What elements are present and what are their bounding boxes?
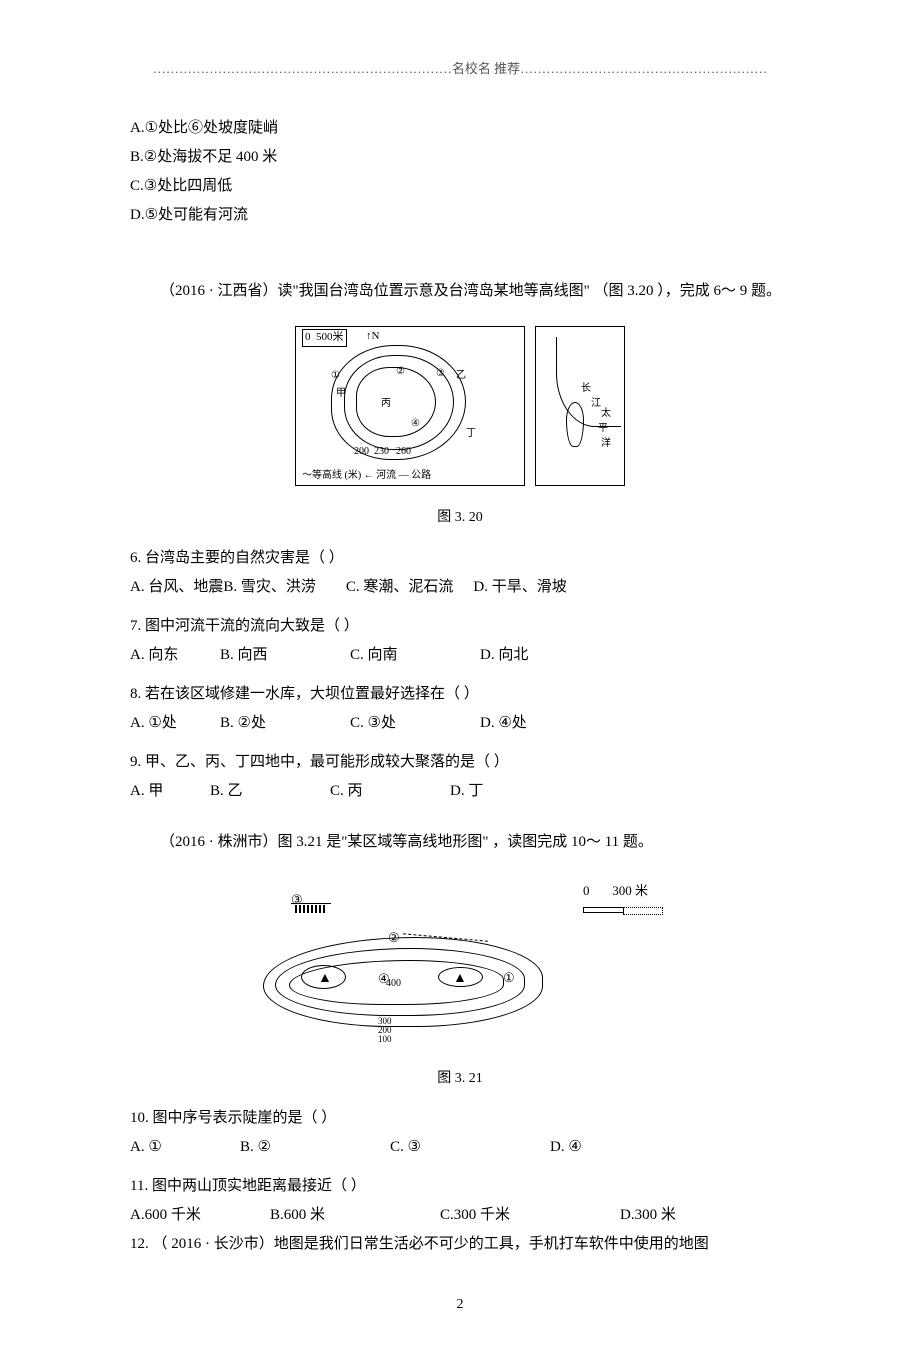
pre-choice-d: D.⑤处可能有河流 (130, 205, 790, 226)
q11-opt-d: D.300 米 (620, 1205, 676, 1226)
sep-right: ………………………………………………… (520, 61, 767, 76)
sep-left: …………………………………………………………… (153, 61, 452, 76)
fig321-map: ▲ ▲ ① ② ③ ④ 400 300200100 (253, 877, 553, 1047)
cliff-icon (291, 905, 331, 917)
q8-opt-c: C. ③处 (350, 713, 480, 734)
q11-opt-a: A.600 千米 (130, 1205, 270, 1226)
pre-choice-c: C.③处比四周低 (130, 176, 790, 197)
fig320-scale-label: 0 500米 (302, 329, 347, 346)
marker-2: ② (396, 365, 405, 379)
label-yang: 洋 (601, 437, 611, 451)
q10-stem: 10. 图中序号表示陡崖的是（ ） (130, 1108, 790, 1129)
q7-opt-a: A. 向东 (130, 645, 220, 666)
q9-options: A. 甲 B. 乙 C. 丙 D. 丁 (130, 781, 790, 802)
q9-opt-c: C. 丙 (330, 781, 450, 802)
scale-zero: 0 (583, 883, 590, 898)
q8-stem: 8. 若在该区域修建一水库，大坝位置最好选择在（ ） (130, 684, 790, 705)
q11-opt-c: C.300 千米 (440, 1205, 620, 1226)
scale-bar-icon (583, 907, 663, 913)
peak-right-icon: ▲ (453, 969, 467, 989)
fig321-marker-1: ① (503, 969, 515, 987)
q7-stem: 7. 图中河流干流的流向大致是（ ） (130, 616, 790, 637)
marker-4: ④ (411, 417, 420, 431)
peak-left-icon: ▲ (318, 969, 332, 989)
q7-opt-b: B. 向西 (220, 645, 350, 666)
q11-stem: 11. 图中两山顶实地距离最接近（ ） (130, 1176, 790, 1197)
figure-3-20: 0 500米 ↑N ① ② ③ ④ 甲 乙 丙 丁 200 230 260 〜等… (130, 326, 790, 493)
q9-opt-b: B. 乙 (210, 781, 330, 802)
fig320-container: 0 500米 ↑N ① ② ③ ④ 甲 乙 丙 丁 200 230 260 〜等… (295, 326, 625, 486)
fig321-val400: 400 (386, 977, 401, 991)
q8-opt-d: D. ④处 (480, 713, 527, 734)
context-1: （2016 · 江西省）读"我国台湾岛位置示意及台湾岛某地等高线图" （图 3.… (130, 276, 790, 306)
q11-options: A.600 千米 B.600 米 C.300 千米 D.300 米 (130, 1205, 790, 1226)
label-tai: 太 (601, 407, 611, 421)
fig321-marker-2: ② (388, 929, 400, 947)
page-number: 2 (130, 1295, 790, 1315)
q7-options: A. 向东 B. 向西 C. 向南 D. 向北 (130, 645, 790, 666)
fig321-scale: 0 300 米 (583, 877, 667, 918)
label-chang: 长 (581, 382, 591, 396)
figure-3-21: ▲ ▲ ① ② ③ ④ 400 300200100 0 300 米 (130, 877, 790, 1054)
place-ding: 丁 (466, 427, 476, 441)
q10-opt-a: A. ① (130, 1137, 240, 1158)
fig320-legend: 〜等高线 (米) ← 河流 — 公路 (302, 469, 431, 483)
pre-choice-b: B.②处海拔不足 400 米 (130, 147, 790, 168)
place-jia: 甲 (336, 387, 346, 401)
q6-opt-d: D. 干旱、滑坡 (473, 577, 566, 598)
q10-opt-c: C. ③ (390, 1137, 550, 1158)
q9-opt-d: D. 丁 (450, 781, 483, 802)
place-bing: 丙 (381, 397, 391, 411)
q12-text: 12. （ 2016 · 长沙市）地图是我们日常生活必不可少的工具，手机打车软件… (130, 1234, 790, 1255)
place-yi: 乙 (456, 369, 466, 383)
q6-opt-a: A. 台风、地震 (130, 577, 223, 598)
q6-opt-c: C. 寒潮、泥石流 (346, 577, 454, 598)
q10-options: A. ① B. ② C. ③ D. ④ (130, 1137, 790, 1158)
marker-3: ③ (436, 367, 445, 381)
pre-choice-a: A.①处比⑥处坡度陡峭 (130, 118, 790, 139)
q10-opt-b: B. ② (240, 1137, 390, 1158)
fig321-caption: 图 3. 21 (130, 1069, 790, 1089)
q8-opt-b: B. ②处 (220, 713, 350, 734)
q6-stem: 6. 台湾岛主要的自然灾害是（ ） (130, 548, 790, 569)
fig320-caption: 图 3. 20 (130, 508, 790, 528)
label-jiang: 江 (591, 397, 601, 411)
fig320-north-arrow: ↑N (366, 329, 379, 344)
contour-val-260: 260 (396, 445, 411, 459)
fig320-right-map: 长 江 太 平 洋 (535, 326, 625, 486)
label-ping: 平 (598, 422, 608, 436)
q11-opt-b: B.600 米 (270, 1205, 440, 1226)
q10-opt-d: D. ④ (550, 1137, 582, 1158)
q9-opt-a: A. 甲 (130, 781, 210, 802)
fig321-contour-stack: 300200100 (378, 1017, 392, 1044)
q9-stem: 9. 甲、乙、丙、丁四地中，最可能形成较大聚落的是（ ） (130, 752, 790, 773)
q8-opt-a: A. ①处 (130, 713, 220, 734)
q6-options: A. 台风、地震 B. 雪灾、洪涝 C. 寒潮、泥石流 D. 干旱、滑坡 (130, 577, 790, 598)
cliff-line (291, 903, 331, 904)
fig321-wrap: ▲ ▲ ① ② ③ ④ 400 300200100 0 300 米 (253, 877, 667, 1047)
context-2: （2016 · 株洲市）图 3.21 是"某区域等高线地形图" ，读图完成 10… (130, 827, 790, 857)
taiwan-outline (566, 402, 584, 447)
q6-opt-b: B. 雪灾、洪涝 (223, 577, 316, 598)
q8-options: A. ①处 B. ②处 C. ③处 D. ④处 (130, 713, 790, 734)
sep-label: 名校名 推荐 (452, 61, 520, 76)
contour-val-200: 200 (354, 445, 369, 459)
header-separator: ……………………………………………………………名校名 推荐……………………………… (130, 60, 790, 78)
fig320-left-map: 0 500米 ↑N ① ② ③ ④ 甲 乙 丙 丁 200 230 260 〜等… (295, 326, 525, 486)
q7-opt-c: C. 向南 (350, 645, 480, 666)
scale-max: 300 米 (612, 883, 648, 898)
q7-opt-d: D. 向北 (480, 645, 528, 666)
contour-val-230: 230 (374, 445, 389, 459)
marker-1: ① (331, 369, 340, 383)
